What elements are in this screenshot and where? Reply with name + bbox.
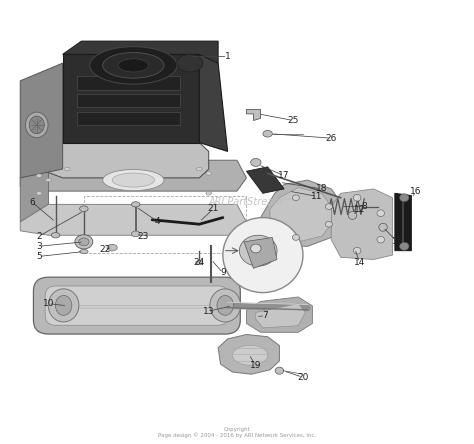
Text: 1: 1 [225, 52, 230, 61]
Text: 24: 24 [194, 258, 205, 267]
Ellipse shape [325, 222, 332, 227]
Polygon shape [20, 63, 63, 178]
Ellipse shape [217, 295, 234, 315]
Ellipse shape [107, 244, 117, 251]
Ellipse shape [46, 178, 51, 182]
Ellipse shape [400, 242, 409, 250]
Ellipse shape [400, 194, 409, 202]
Text: 9: 9 [220, 268, 226, 277]
Ellipse shape [131, 231, 140, 237]
Ellipse shape [377, 236, 384, 243]
Text: 14: 14 [354, 258, 365, 267]
Polygon shape [270, 187, 331, 242]
Text: Copyright
Page design © 2004 - 2016 by ARI Network Services, Inc.: Copyright Page design © 2004 - 2016 by A… [158, 427, 316, 438]
Ellipse shape [206, 191, 211, 195]
Text: 23: 23 [137, 232, 148, 241]
Ellipse shape [29, 116, 44, 134]
Text: 3: 3 [36, 242, 42, 251]
Ellipse shape [251, 244, 261, 253]
Text: 16: 16 [410, 187, 422, 197]
Polygon shape [244, 238, 277, 268]
FancyBboxPatch shape [34, 277, 240, 334]
Text: 13: 13 [203, 307, 214, 316]
Text: 2: 2 [36, 232, 42, 241]
Text: 25: 25 [288, 116, 299, 125]
Text: 5: 5 [36, 252, 42, 261]
Ellipse shape [197, 167, 202, 171]
Ellipse shape [354, 194, 361, 201]
Ellipse shape [80, 250, 88, 254]
Ellipse shape [131, 202, 140, 207]
Ellipse shape [79, 238, 89, 246]
Polygon shape [246, 167, 284, 193]
Ellipse shape [103, 170, 164, 190]
Ellipse shape [263, 131, 273, 137]
Polygon shape [77, 112, 181, 125]
Text: 4: 4 [154, 217, 160, 226]
Text: 22: 22 [100, 245, 111, 254]
Polygon shape [77, 94, 181, 107]
Ellipse shape [379, 223, 387, 231]
Text: 20: 20 [297, 373, 309, 382]
Text: 17: 17 [278, 171, 290, 180]
Ellipse shape [36, 174, 42, 178]
Ellipse shape [251, 159, 261, 166]
Polygon shape [261, 180, 341, 246]
FancyBboxPatch shape [45, 286, 228, 325]
Text: 10: 10 [43, 299, 54, 308]
Polygon shape [199, 54, 228, 151]
Polygon shape [20, 204, 246, 235]
Ellipse shape [51, 233, 60, 238]
Polygon shape [246, 297, 312, 332]
Ellipse shape [26, 112, 48, 138]
Polygon shape [395, 193, 411, 251]
Text: 18: 18 [316, 184, 328, 194]
Ellipse shape [292, 195, 300, 201]
Ellipse shape [348, 211, 357, 219]
Text: ARI PartStream™: ARI PartStream™ [209, 197, 293, 207]
Ellipse shape [177, 54, 203, 72]
Ellipse shape [80, 206, 88, 212]
Polygon shape [256, 304, 305, 328]
Polygon shape [63, 54, 199, 143]
Text: 26: 26 [326, 134, 337, 143]
Polygon shape [20, 160, 48, 222]
Ellipse shape [206, 172, 211, 175]
Text: 19: 19 [250, 361, 262, 370]
Ellipse shape [90, 47, 177, 84]
Polygon shape [39, 143, 209, 178]
Polygon shape [77, 76, 181, 90]
Ellipse shape [118, 59, 149, 72]
Polygon shape [20, 160, 246, 191]
Text: 12: 12 [354, 205, 365, 214]
Polygon shape [218, 334, 279, 374]
Ellipse shape [36, 191, 42, 195]
Ellipse shape [75, 235, 93, 249]
Circle shape [223, 218, 303, 293]
Ellipse shape [377, 210, 384, 217]
Text: 15: 15 [392, 238, 403, 246]
Ellipse shape [64, 167, 70, 171]
Ellipse shape [275, 367, 283, 374]
Ellipse shape [112, 173, 155, 187]
Ellipse shape [48, 289, 79, 322]
Ellipse shape [292, 234, 300, 240]
Polygon shape [246, 110, 261, 120]
Ellipse shape [196, 260, 203, 265]
Polygon shape [331, 189, 392, 259]
Ellipse shape [354, 247, 361, 254]
Text: 21: 21 [208, 204, 219, 213]
Ellipse shape [325, 204, 332, 210]
Text: 7: 7 [263, 311, 268, 320]
Text: 6: 6 [29, 198, 35, 206]
Polygon shape [63, 41, 218, 63]
Ellipse shape [103, 52, 164, 78]
Ellipse shape [239, 235, 277, 266]
Ellipse shape [210, 289, 240, 322]
Text: 11: 11 [311, 192, 323, 201]
Text: 8: 8 [361, 202, 367, 211]
Ellipse shape [55, 295, 72, 315]
Ellipse shape [233, 345, 268, 365]
